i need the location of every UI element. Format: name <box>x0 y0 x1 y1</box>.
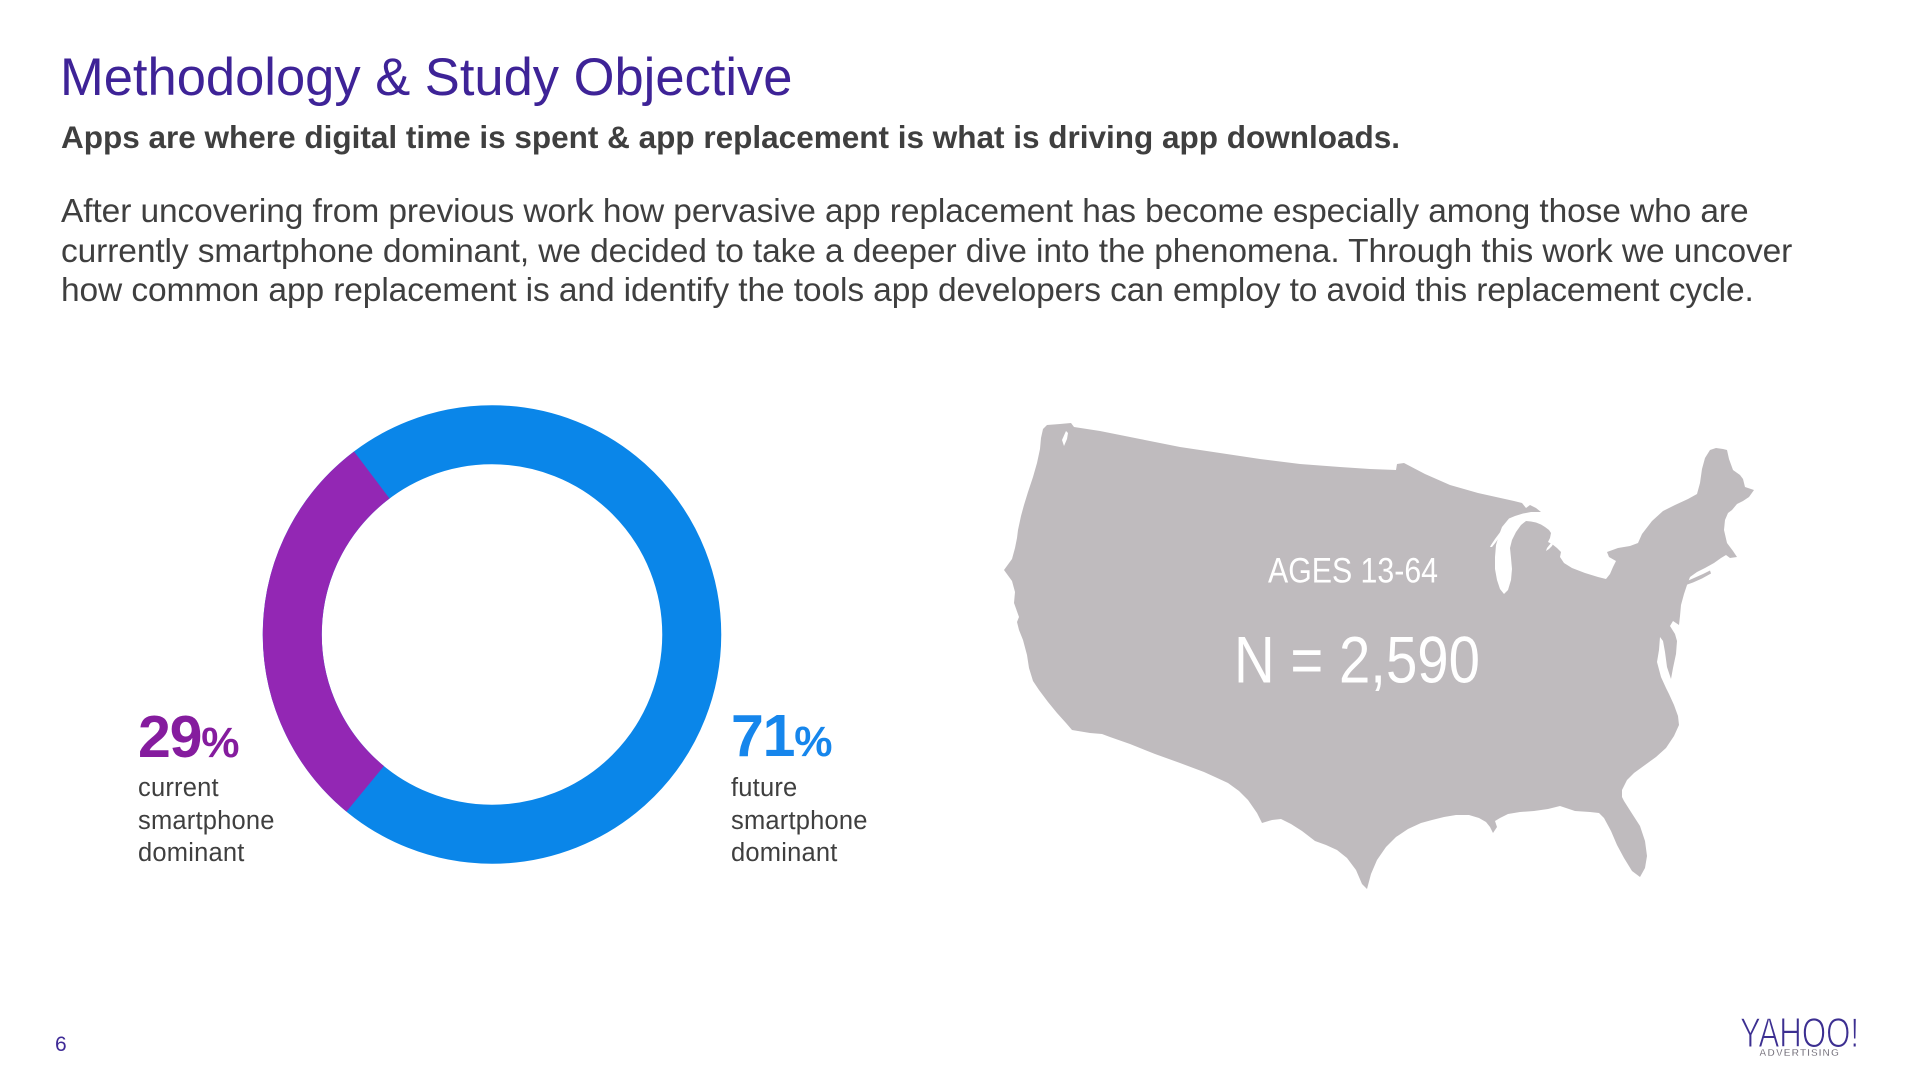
svg-text:ADVERTISING: ADVERTISING <box>1759 1047 1839 1059</box>
svg-text:AGES 13-64: AGES 13-64 <box>1268 552 1438 591</box>
svg-text:YAHOO!: YAHOO! <box>1740 1009 1859 1056</box>
svg-text:N = 2,590: N = 2,590 <box>1234 623 1480 697</box>
